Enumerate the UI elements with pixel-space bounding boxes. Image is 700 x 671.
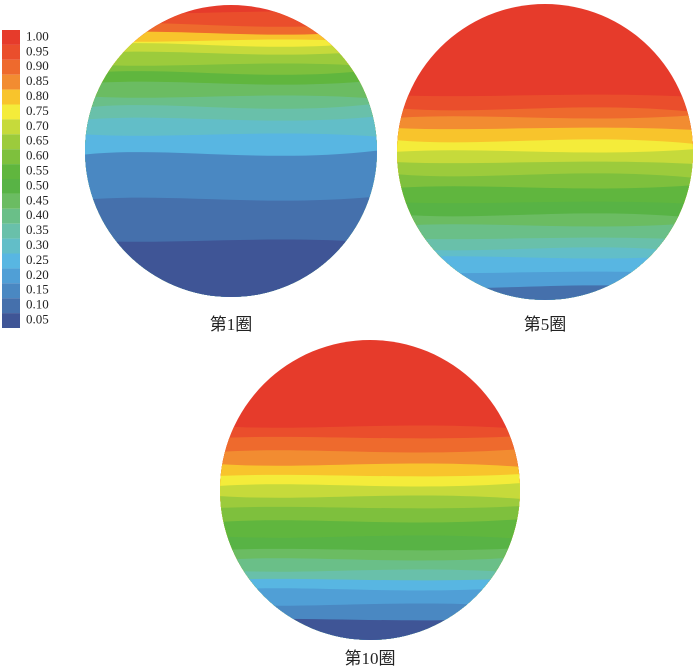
colorbar-label: 0.60 — [26, 148, 49, 163]
colorbar-label: 0.15 — [26, 282, 49, 297]
colorbar-label: 0.10 — [26, 297, 49, 312]
colorbar-swatch — [2, 149, 20, 165]
colorbar-label: 0.45 — [26, 192, 49, 207]
colorbar-swatch — [2, 253, 20, 269]
colorbar-swatch — [2, 30, 20, 45]
colorbar-label: 0.40 — [26, 207, 49, 222]
colorbar-label: 0.70 — [26, 118, 49, 133]
colorbar-swatch — [2, 89, 20, 105]
colorbar-swatch — [2, 74, 20, 90]
colorbar-label: 0.90 — [26, 58, 49, 73]
colorbar-swatch — [2, 313, 20, 328]
colorbar-label: 0.50 — [26, 177, 49, 192]
colorbar-swatch — [2, 164, 20, 179]
contour-band — [220, 618, 520, 640]
colorbar-swatch — [2, 283, 20, 299]
colorbar-swatch — [2, 208, 20, 224]
colorbar-swatch — [2, 44, 20, 60]
colorbar-label: 0.80 — [26, 88, 49, 103]
panel-label: 第1圈 — [210, 315, 253, 334]
panel-label: 第5圈 — [524, 315, 567, 334]
colorbar-swatch — [2, 179, 20, 194]
colorbar-label: 0.30 — [26, 237, 49, 252]
colorbar-label: 0.20 — [26, 267, 49, 282]
colorbar-label: 0.85 — [26, 73, 49, 88]
contour-band — [397, 285, 693, 300]
colorbar-label: 0.55 — [26, 163, 49, 178]
colorbar-label: 0.05 — [26, 312, 49, 327]
panel-label: 第10圈 — [345, 649, 396, 668]
colorbar-swatch — [2, 223, 20, 239]
colorbar-label: 0.95 — [26, 43, 49, 58]
contour-plot — [397, 4, 693, 300]
colorbar-swatch — [2, 104, 20, 120]
colorbar-label: 0.25 — [26, 252, 49, 267]
colorbar-label: 1.00 — [26, 28, 49, 43]
contour-band — [85, 239, 377, 297]
colorbar-swatch — [2, 298, 20, 314]
colorbar-swatch — [2, 193, 20, 209]
contour-plot — [220, 340, 520, 640]
colorbar-label: 0.65 — [26, 133, 49, 148]
colorbar-swatch — [2, 238, 20, 254]
colorbar-swatch — [2, 119, 20, 135]
colorbar-swatch — [2, 268, 20, 284]
colorbar-label: 0.75 — [26, 103, 49, 118]
colorbar-swatch — [2, 59, 20, 75]
colorbar-label: 0.35 — [26, 222, 49, 237]
contour-plot — [85, 5, 377, 297]
colorbar-swatch — [2, 134, 20, 150]
